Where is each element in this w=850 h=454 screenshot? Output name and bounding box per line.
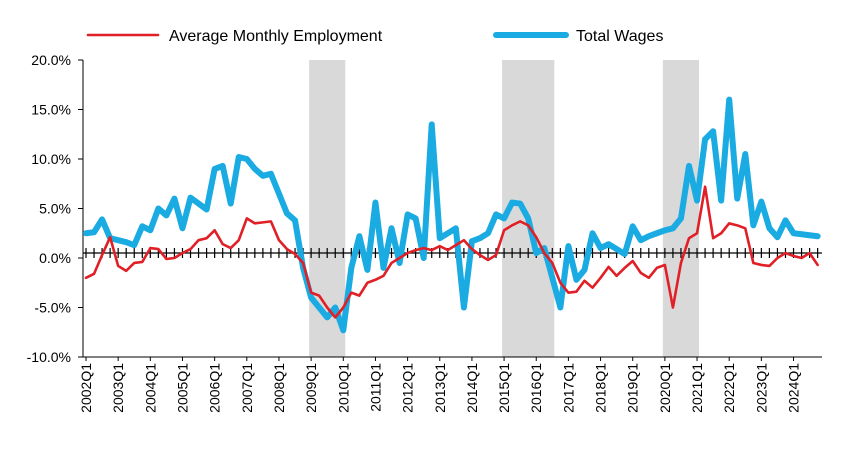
x-tick-label: 2018Q1 (593, 363, 609, 413)
y-tick-label: 15.0% (31, 102, 71, 118)
x-tick-label: 2023Q1 (753, 363, 769, 413)
x-tick-label: 2012Q1 (400, 363, 416, 413)
axis-layer: -10.0% -5.0% 0.0% 5.0% 10.0% 15.0% 20.0% 2002Q1… (27, 52, 822, 413)
legend-item-total-wages: Total Wages (493, 28, 663, 45)
x-tick-label: 2013Q1 (432, 363, 448, 413)
x-tick-label: 2007Q1 (239, 363, 255, 413)
legend: Average Monthly Employment Total Wages (86, 28, 663, 45)
y-tick-label: -5.0% (34, 300, 71, 316)
y-tick-label: 5.0% (39, 201, 71, 217)
y-tick-label: 0.0% (39, 250, 71, 266)
x-tick-label: 2024Q1 (786, 363, 802, 413)
legend-label: Total Wages (576, 28, 663, 45)
series-layer (83, 96, 821, 334)
series-line-employment (84, 185, 819, 319)
series-line-total-wages (83, 96, 821, 334)
x-tick-label: 2015Q1 (496, 363, 512, 413)
x-tick-label: 2016Q1 (528, 363, 544, 413)
legend-item-employment: Average Monthly Employment (86, 28, 383, 45)
x-tick-label: 2008Q1 (271, 363, 287, 413)
x-tick-label: 2002Q1 (78, 363, 94, 413)
x-tick-label: 2010Q1 (335, 363, 351, 413)
x-tick-label: 2006Q1 (207, 363, 223, 413)
x-tick-label: 2009Q1 (303, 363, 319, 413)
x-tick-label: 2014Q1 (464, 363, 480, 413)
x-tick-label: 2005Q1 (174, 363, 190, 413)
y-tick-label: 20.0% (31, 52, 71, 68)
x-tick-label: 2021Q1 (689, 363, 705, 413)
x-tick-label: 2004Q1 (142, 363, 158, 413)
y-tick-label: -10.0% (27, 349, 71, 365)
x-tick-label: 2003Q1 (110, 363, 126, 413)
x-tick-label: 2022Q1 (721, 363, 737, 413)
x-tick-label: 2020Q1 (657, 363, 673, 413)
x-tick-label: 2011Q1 (367, 363, 383, 412)
y-tick-label: 10.0% (31, 151, 71, 167)
x-tick-label: 2019Q1 (625, 363, 641, 413)
x-tick-label: 2017Q1 (560, 363, 576, 413)
recession-shading-layer (309, 60, 700, 357)
legend-label: Average Monthly Employment (169, 28, 383, 45)
